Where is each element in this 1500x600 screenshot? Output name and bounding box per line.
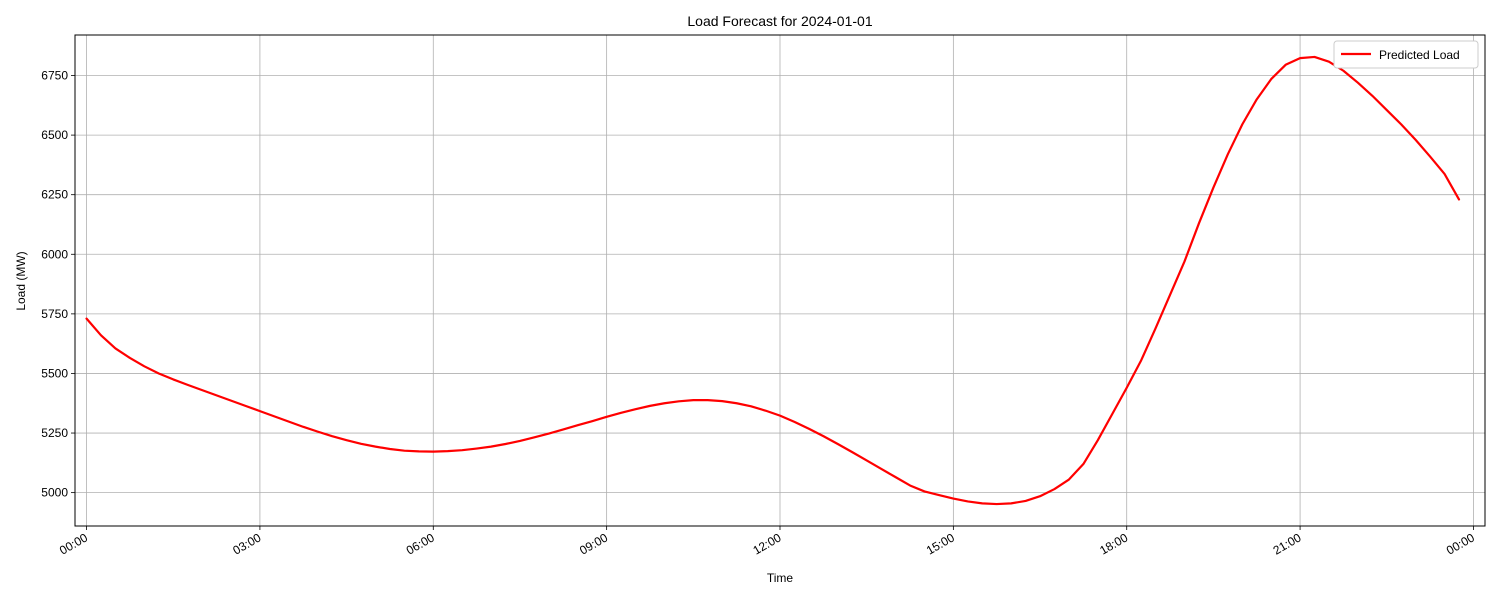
y-axis-label: Load (MW) [14,251,28,310]
y-tick-label: 5750 [41,307,68,321]
x-tick-label: 09:00 [577,530,610,557]
chart-title: Load Forecast for 2024-01-01 [687,13,872,29]
x-tick-label: 06:00 [404,530,437,557]
y-tick-label: 6750 [41,69,68,83]
x-tick-label: 21:00 [1271,530,1304,557]
y-tick-label: 6000 [41,247,68,261]
x-tick-label: 00:00 [57,530,90,557]
x-axis: 00:00 03:00 06:00 09:00 12:00 15:00 18:00 21:00… [57,526,1477,558]
x-tick-label: 18:00 [1097,530,1130,557]
y-tick-label: 6500 [41,128,68,142]
x-tick-label: 03:00 [230,530,263,557]
x-tick-label: 15:00 [924,530,957,557]
x-axis-label: Time [767,571,794,585]
x-tick-label: 12:00 [750,530,783,557]
y-tick-label: 5000 [41,486,68,500]
series-layer [85,55,1461,506]
legend-box [1333,40,1479,69]
legend: Predicted Load [1333,40,1479,69]
x-tick-label: 00:00 [1444,530,1477,557]
grid-layer [75,35,1485,526]
series-line-predicted-load [85,55,1461,506]
y-axis: 5000 5250 5500 5750 6000 6250 6500 6750 [41,69,75,500]
y-tick-label: 6250 [41,188,68,202]
legend-label-predicted-load: Predicted Load [1379,48,1460,62]
y-tick-label: 5250 [41,426,68,440]
y-tick-label: 5500 [41,366,68,380]
